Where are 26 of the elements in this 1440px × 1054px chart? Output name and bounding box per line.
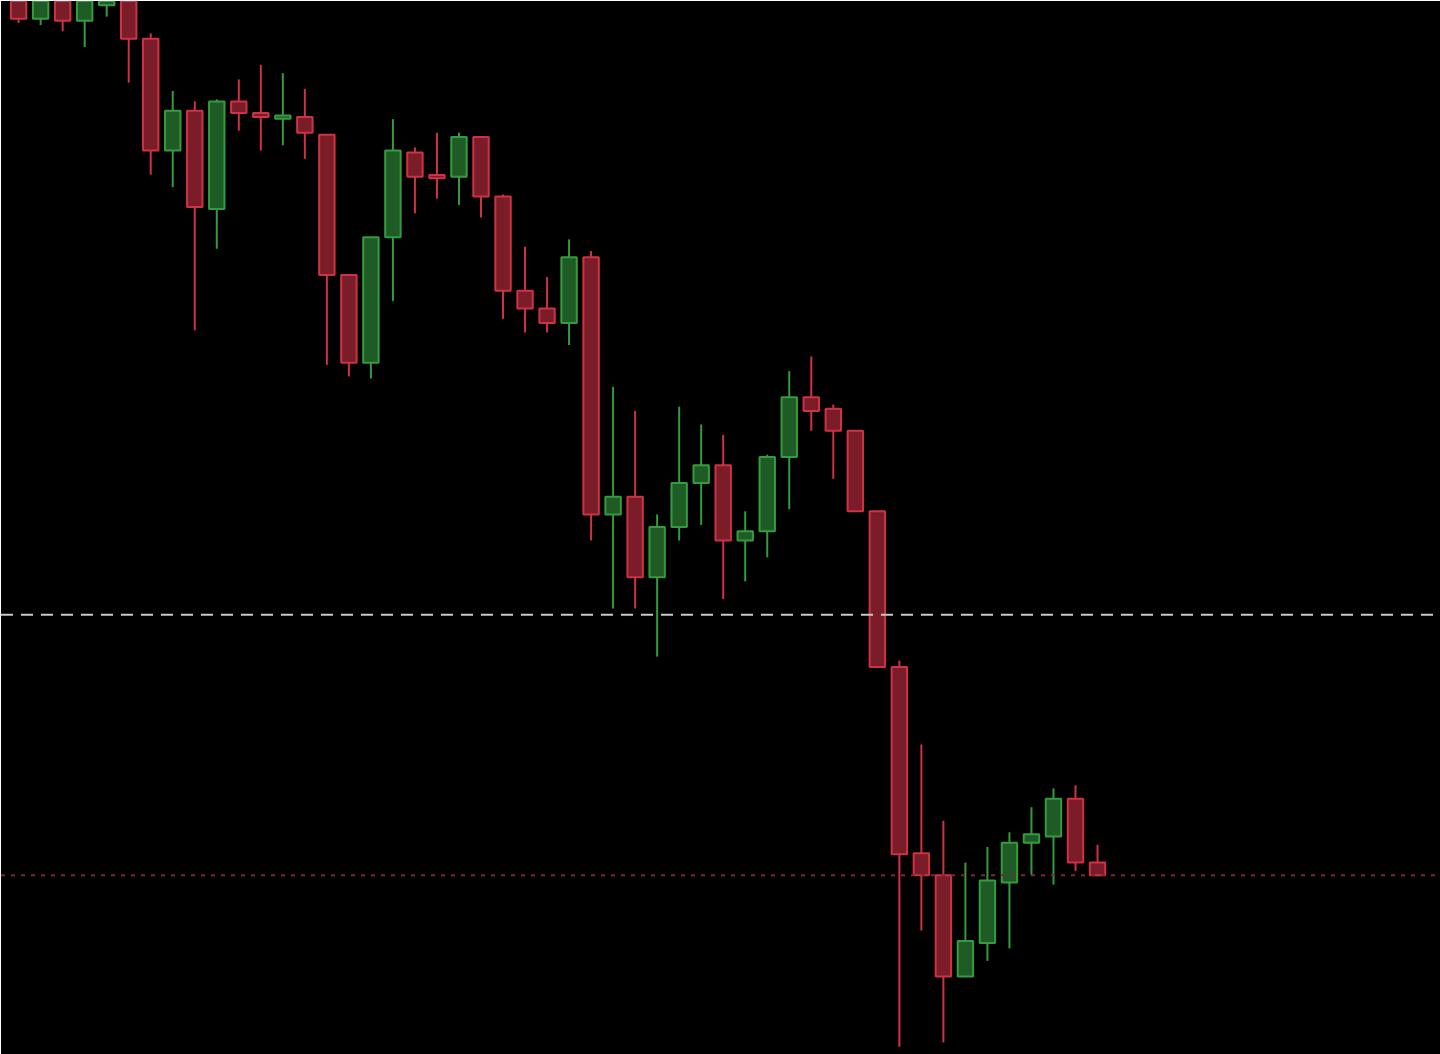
candlestick bbox=[31, 1, 50, 27]
candlestick bbox=[406, 146, 424, 215]
candlestick bbox=[956, 861, 975, 978]
candlestick bbox=[296, 87, 314, 160]
candlestick bbox=[824, 403, 842, 480]
candlestick bbox=[802, 355, 820, 432]
candlestick bbox=[516, 245, 534, 334]
candlestick bbox=[1000, 831, 1019, 950]
candlestick bbox=[604, 385, 622, 610]
candlestick bbox=[274, 72, 292, 147]
candlestick bbox=[1022, 806, 1041, 877]
candlestick bbox=[252, 63, 270, 152]
candlestick bbox=[164, 89, 182, 189]
candlestick bbox=[1044, 787, 1063, 886]
candlestick bbox=[450, 131, 468, 206]
candlestick bbox=[428, 131, 446, 200]
candlestick bbox=[53, 1, 72, 33]
candlestick bbox=[736, 510, 754, 583]
candlestick bbox=[912, 743, 931, 932]
candlestick bbox=[670, 405, 688, 542]
candlestick bbox=[75, 1, 94, 49]
candlestick bbox=[9, 1, 28, 24]
candlestick bbox=[692, 423, 710, 526]
candlestick bbox=[120, 1, 138, 84]
candlestick bbox=[230, 78, 248, 132]
candlestick bbox=[538, 276, 556, 334]
